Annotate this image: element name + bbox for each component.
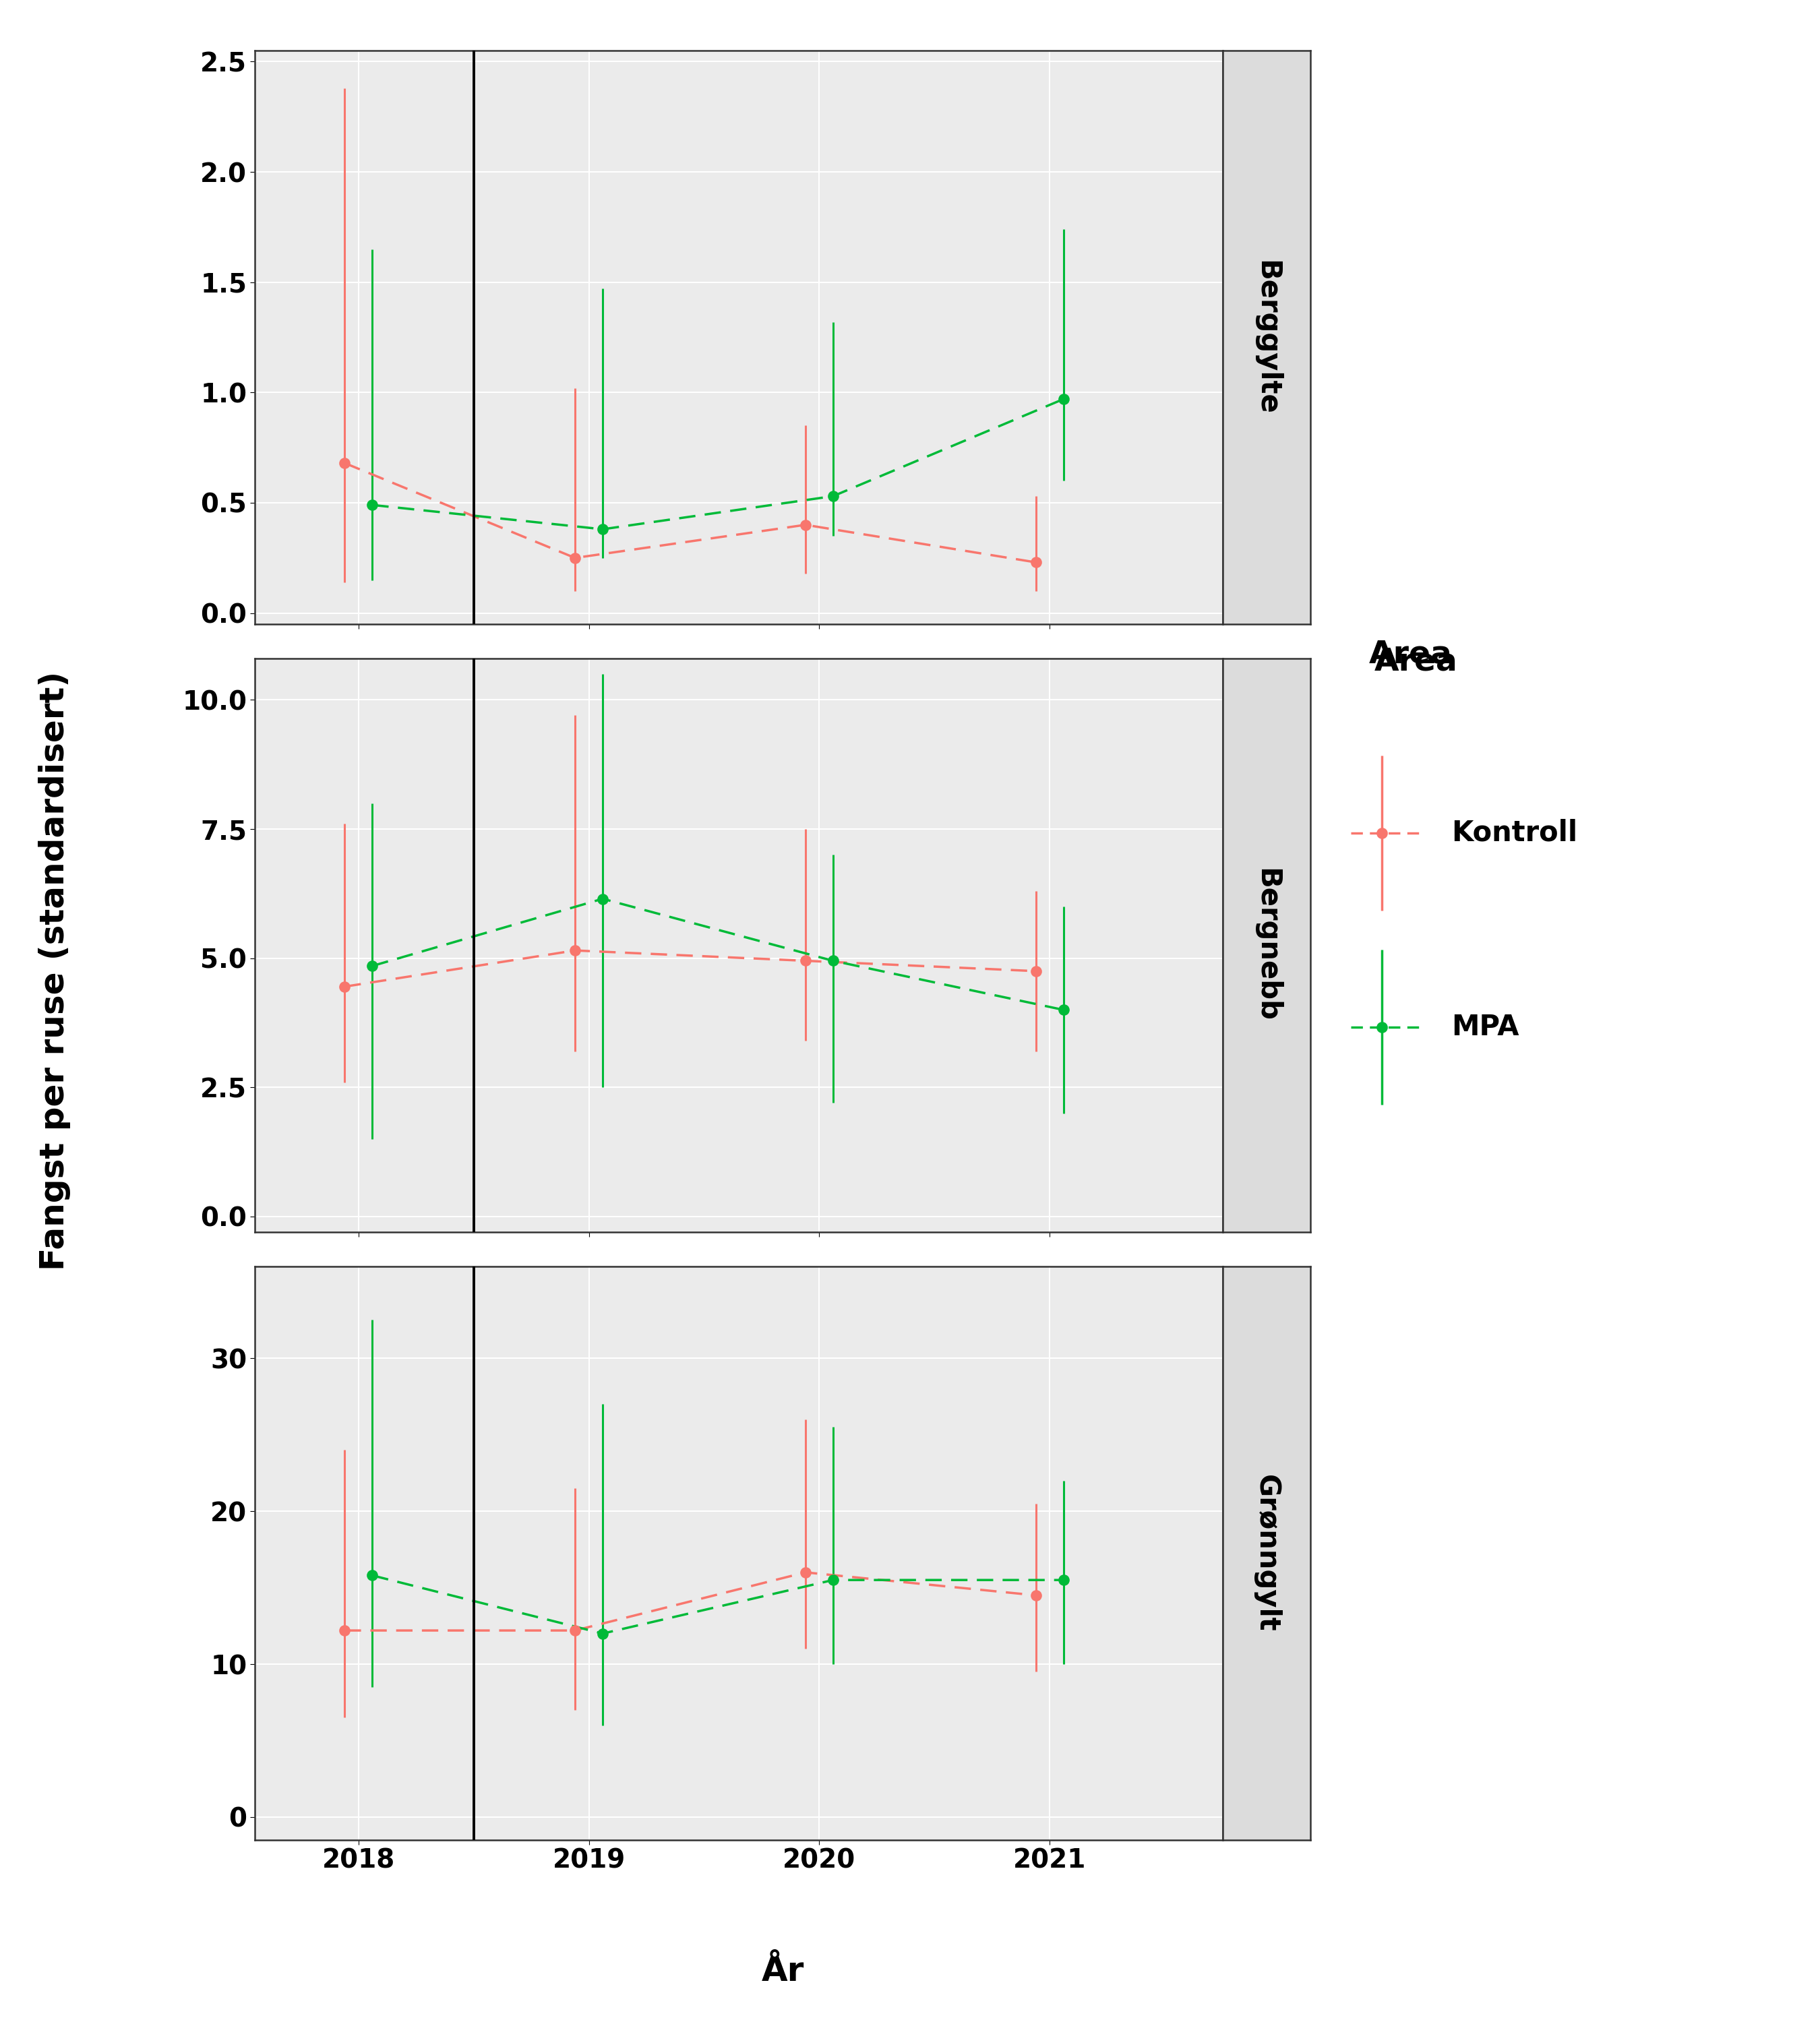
Text: Area: Area <box>1369 639 1452 669</box>
Text: MPA: MPA <box>1452 1013 1520 1041</box>
Text: År: År <box>761 1955 804 1988</box>
Text: Berggylte: Berggylte <box>1252 261 1281 415</box>
Text: Area: Area <box>1374 647 1458 677</box>
Text: Kontroll: Kontroll <box>1452 819 1578 847</box>
Text: Bergnebb: Bergnebb <box>1252 869 1281 1023</box>
Text: Grønngylt: Grønngylt <box>1252 1474 1281 1632</box>
Text: Fangst per ruse (standardisert): Fangst per ruse (standardisert) <box>38 671 71 1270</box>
